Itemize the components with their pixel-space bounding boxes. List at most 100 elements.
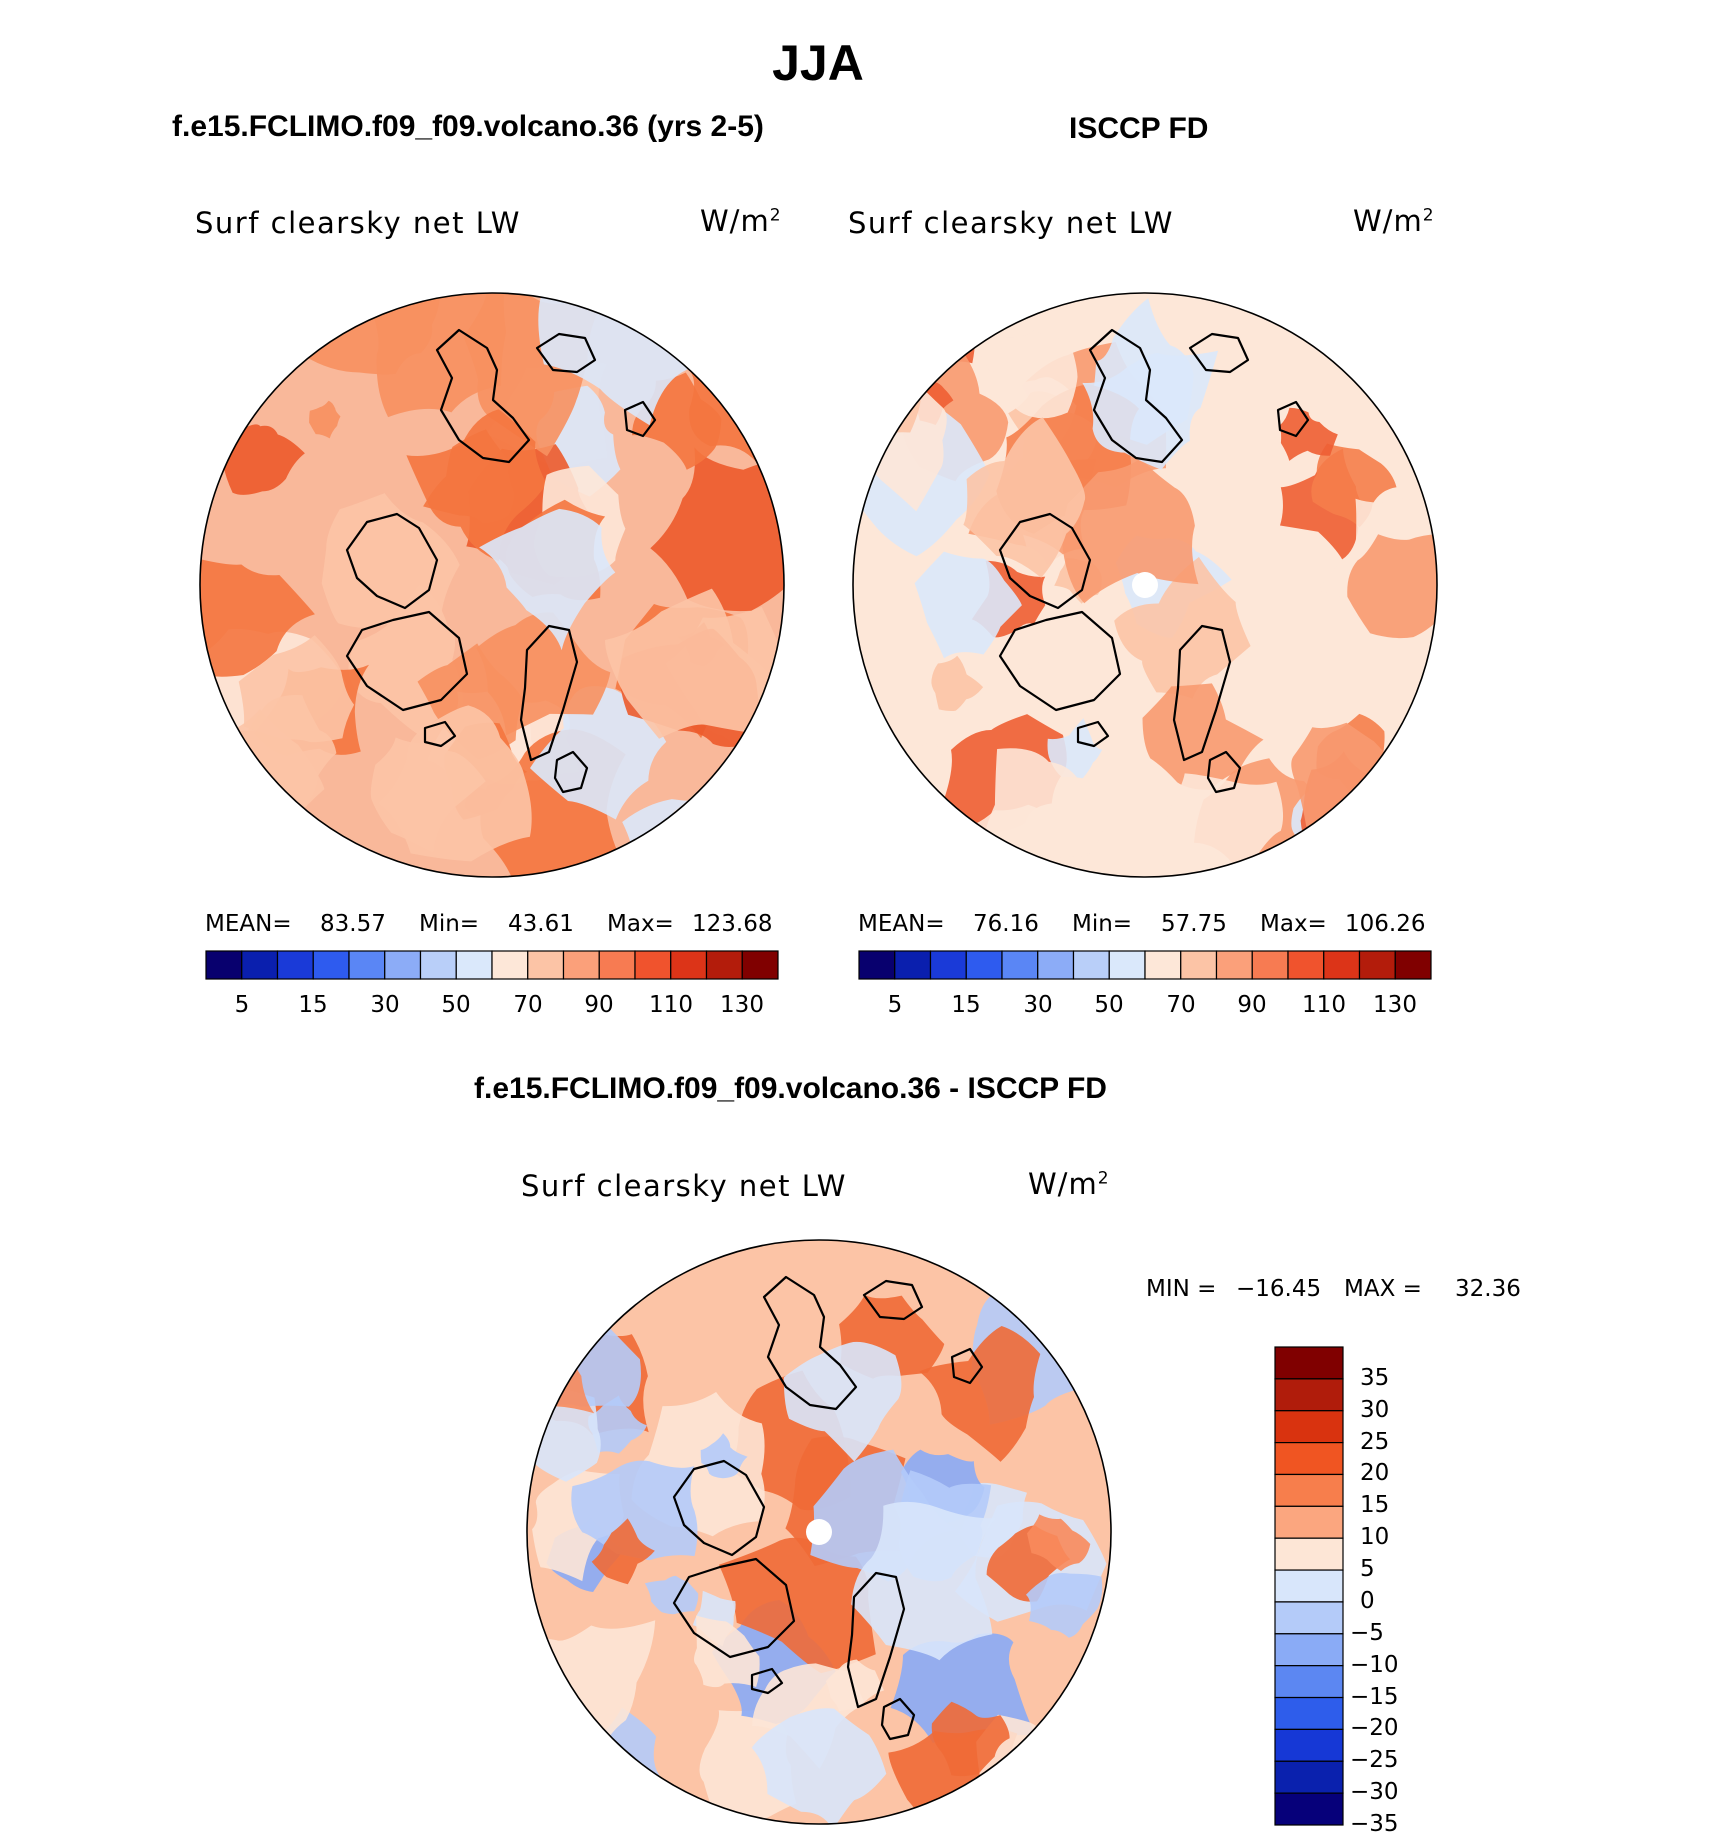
colorbar-swatch xyxy=(1072,950,1110,980)
field-contour xyxy=(700,1433,748,1479)
coastline xyxy=(345,610,469,712)
colorbar-swatch xyxy=(1287,950,1325,980)
model-colorbar-tick: 5 xyxy=(234,992,250,1018)
coastline xyxy=(1206,750,1242,794)
field-contour xyxy=(223,424,305,495)
coastline xyxy=(846,1571,906,1709)
field-contour xyxy=(1309,834,1358,875)
colorbar-swatch xyxy=(1274,1601,1344,1635)
colorbar-swatch xyxy=(562,950,600,980)
pole-hole xyxy=(806,1519,832,1545)
difference-colorbar-tick: 35 xyxy=(1360,1364,1390,1391)
colorbar-swatch xyxy=(670,950,708,980)
difference-units-label: W/m2 xyxy=(1028,1167,1110,1201)
model-min-label: Min= xyxy=(419,911,480,937)
field-contour xyxy=(1291,722,1400,831)
field-contour xyxy=(851,1501,996,1661)
model-colorbar xyxy=(205,950,779,980)
colorbar-swatch xyxy=(1274,1569,1344,1603)
field-contour xyxy=(866,799,948,867)
field-contour xyxy=(853,379,947,512)
field-contour xyxy=(694,1615,760,1688)
difference-colorbar-tick: −10 xyxy=(1350,1651,1399,1678)
obs-colorbar-tick: 50 xyxy=(1094,992,1124,1018)
colorbar-swatch xyxy=(1274,1728,1344,1762)
field-contour xyxy=(919,1326,1041,1462)
field-contour xyxy=(931,1701,1010,1777)
model-panel-title: f.e15.FCLIMO.f09_f09.volcano.36 (yrs 2-5… xyxy=(172,110,764,143)
colorbar-swatch xyxy=(1274,1410,1344,1444)
difference-colorbar-tick: 30 xyxy=(1360,1396,1390,1423)
difference-colorbar-tick: 15 xyxy=(1360,1492,1390,1519)
field-contour xyxy=(1114,557,1251,699)
pole-hole xyxy=(1132,572,1158,598)
colorbar-swatch xyxy=(858,950,896,980)
coastline xyxy=(423,720,457,748)
obs-colorbar-tick: 90 xyxy=(1237,992,1267,1018)
obs-colorbar xyxy=(858,950,1432,980)
figure-title: JJA xyxy=(772,35,864,91)
field-contour xyxy=(238,635,355,743)
obs-colorbar-tick: 110 xyxy=(1302,992,1346,1018)
field-contour xyxy=(674,791,784,877)
colorbar-swatch xyxy=(491,950,529,980)
obs-mean-label: MEAN= xyxy=(858,911,945,937)
colorbar-swatch xyxy=(1274,1441,1344,1476)
colorbar-swatch xyxy=(634,950,672,980)
field-contour xyxy=(718,1537,876,1674)
obs-mean-value: 76.16 xyxy=(973,911,1039,937)
obs-max-label: Max= xyxy=(1260,911,1327,937)
field-contour xyxy=(309,400,341,439)
coastline xyxy=(1188,332,1250,374)
coastline xyxy=(1088,328,1184,464)
field-contour xyxy=(544,1740,618,1824)
field-contour xyxy=(1062,458,1199,604)
difference-panel-title: f.e15.FCLIMO.f09_f09.volcano.36 - ISCCP … xyxy=(474,1072,1107,1105)
model-colorbar-tick: 70 xyxy=(513,992,543,1018)
difference-colorbar-tick: −15 xyxy=(1350,1683,1399,1710)
coastline xyxy=(623,400,657,438)
colorbar-swatch xyxy=(1274,1760,1344,1794)
colorbar-swatch xyxy=(1274,1696,1344,1730)
obs-colorbar-tick: 5 xyxy=(887,992,903,1018)
colorbar-swatch xyxy=(1274,1378,1344,1412)
obs-polar-map xyxy=(852,292,1438,878)
field-contour xyxy=(982,330,1078,419)
model-max-value: 123.68 xyxy=(692,911,773,937)
colorbar-swatch xyxy=(1323,950,1361,980)
field-contour xyxy=(931,655,984,712)
coastline xyxy=(998,512,1092,610)
colorbar-swatch xyxy=(205,950,243,980)
field-contour xyxy=(1022,1754,1111,1824)
model-min-value: 43.61 xyxy=(508,911,574,937)
field-contour xyxy=(588,1395,647,1454)
model-colorbar-tick: 90 xyxy=(584,992,614,1018)
difference-max-label: MAX = xyxy=(1344,1276,1422,1302)
coastline xyxy=(1172,624,1232,762)
obs-max-value: 106.26 xyxy=(1345,911,1426,937)
difference-variable-label: Surf clearsky net LW xyxy=(521,1169,847,1203)
colorbar-swatch xyxy=(1274,1537,1344,1571)
difference-min-label: MIN = xyxy=(1146,1276,1217,1302)
model-colorbar-tick: 30 xyxy=(370,992,400,1018)
model-polar-map xyxy=(199,292,785,878)
field-contour xyxy=(1056,1752,1111,1824)
colorbar-swatch xyxy=(1274,1633,1344,1667)
difference-colorbar-tick: −25 xyxy=(1350,1747,1399,1774)
field-contour xyxy=(1027,1514,1091,1571)
colorbar-swatch xyxy=(527,950,565,980)
obs-variable-label: Surf clearsky net LW xyxy=(848,206,1174,240)
obs-colorbar-tick: 130 xyxy=(1373,992,1417,1018)
colorbar-swatch xyxy=(1215,950,1253,980)
colorbar-swatch xyxy=(1274,1346,1344,1380)
model-units-label: W/m2 xyxy=(700,204,782,238)
model-max-label: Max= xyxy=(607,911,674,937)
colorbar-swatch xyxy=(598,950,636,980)
field-contour xyxy=(963,417,1086,578)
difference-colorbar-tick: 0 xyxy=(1360,1587,1375,1614)
coastline xyxy=(345,512,439,610)
colorbar-swatch xyxy=(894,950,932,980)
colorbar-swatch xyxy=(965,950,1003,980)
difference-colorbar-tick: 25 xyxy=(1360,1428,1390,1455)
model-colorbar-tick: 110 xyxy=(649,992,693,1018)
